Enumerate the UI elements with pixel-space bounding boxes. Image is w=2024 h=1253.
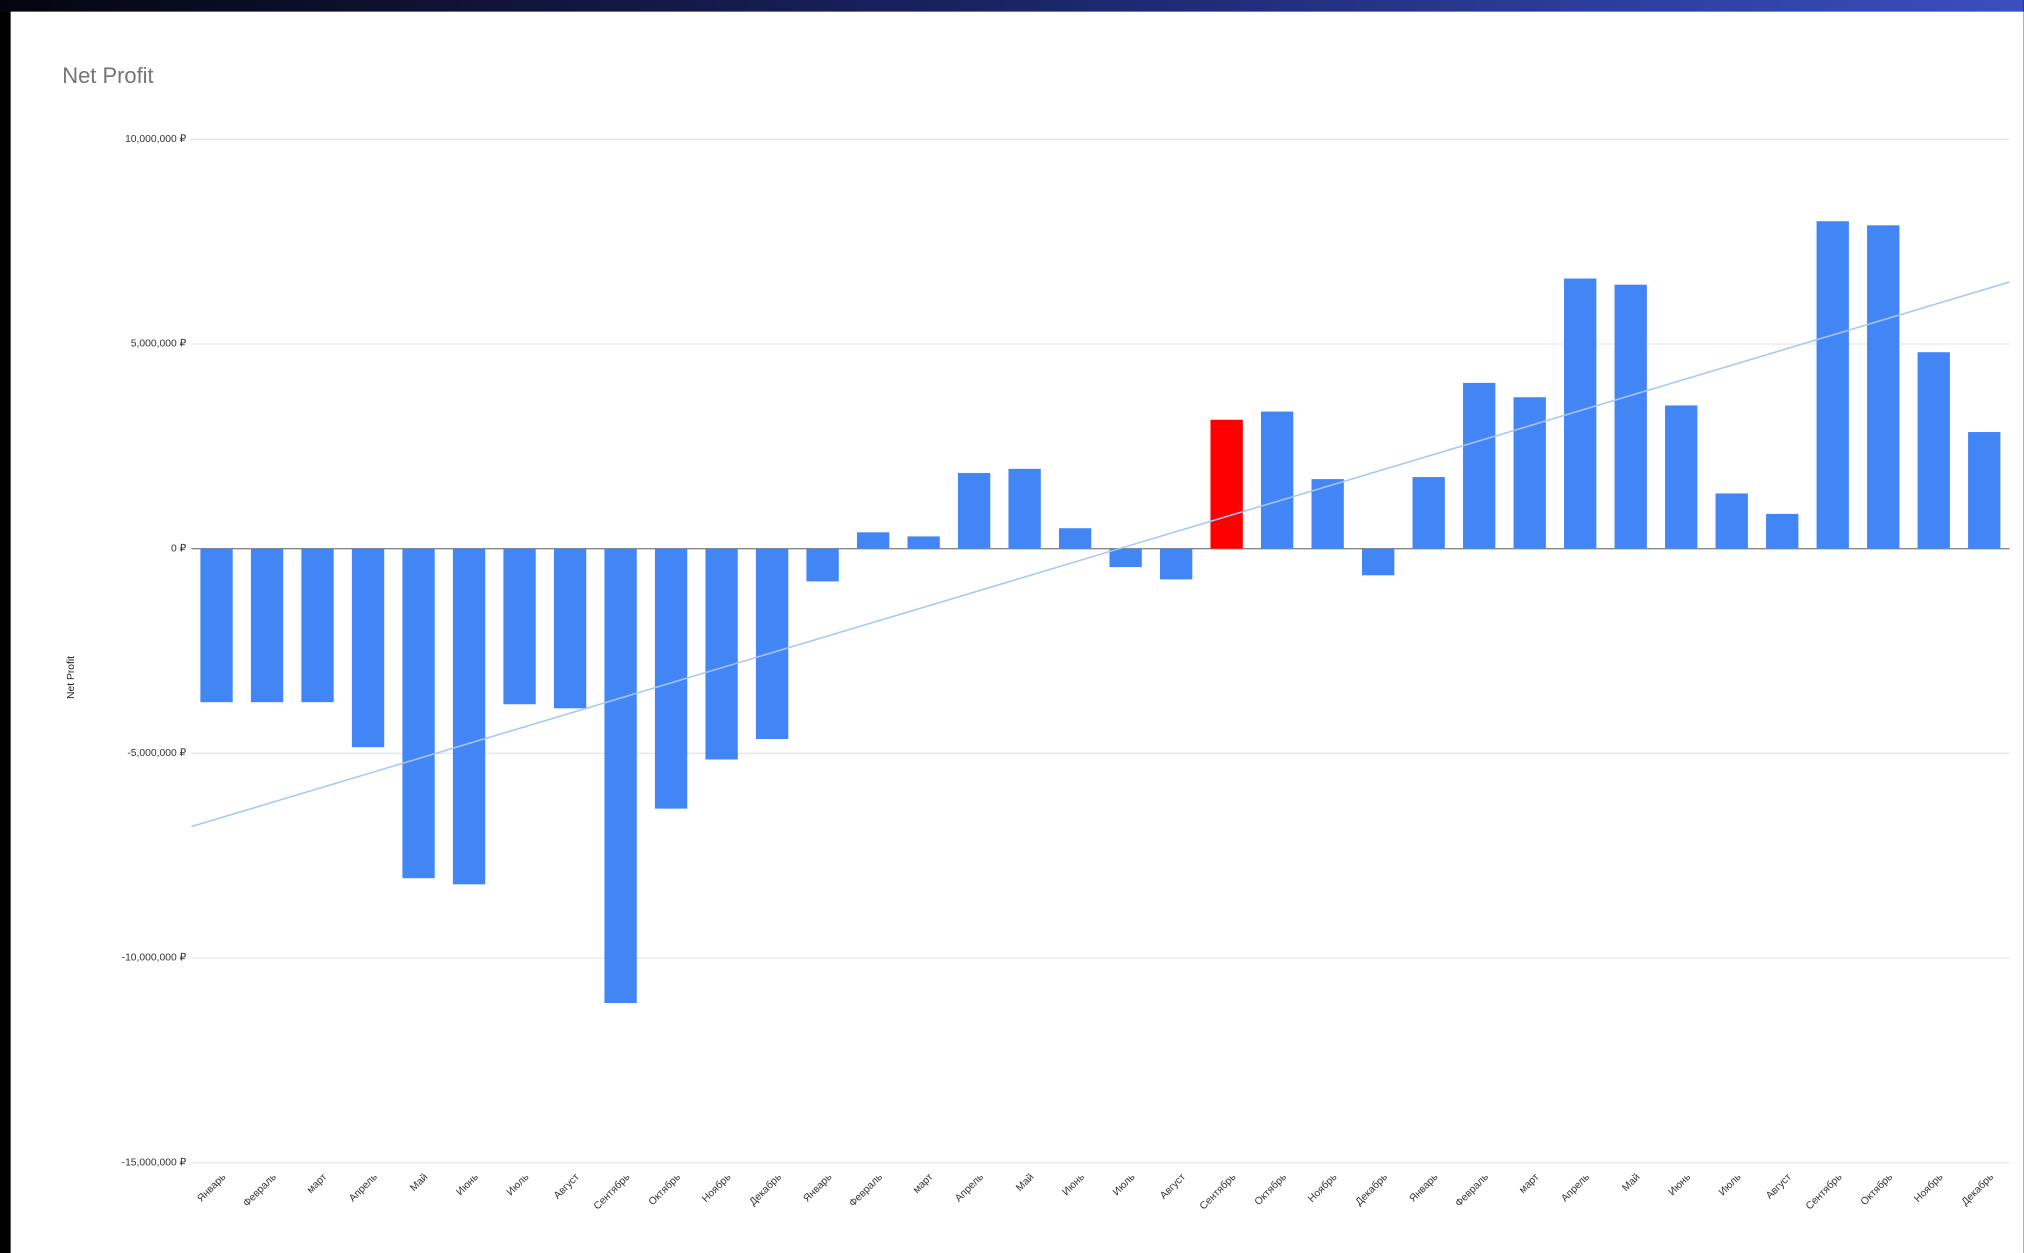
y-tick-label: 0 ₽ xyxy=(171,543,187,554)
bar xyxy=(1614,284,1647,549)
bar xyxy=(301,548,334,703)
bar xyxy=(1968,432,2001,549)
bar xyxy=(1159,548,1193,580)
bar xyxy=(1008,468,1041,549)
bar xyxy=(1210,419,1243,549)
bar xyxy=(200,548,233,703)
y-axis-label: Net Profit xyxy=(66,656,77,699)
bar xyxy=(351,548,385,748)
bar xyxy=(1311,479,1344,549)
top-bar xyxy=(0,0,2024,12)
bar xyxy=(705,548,738,760)
y-tick-label: -15,000,000 ₽ xyxy=(122,1157,187,1168)
bar xyxy=(1867,225,1900,549)
bar xyxy=(1463,382,1496,549)
bar xyxy=(553,548,587,709)
bar xyxy=(654,548,688,809)
bar xyxy=(907,536,940,549)
y-tick-label: 10,000,000 ₽ xyxy=(125,134,186,145)
bar xyxy=(957,472,991,549)
y-tick-label: -10,000,000 ₽ xyxy=(122,953,187,964)
bar xyxy=(1261,411,1294,549)
bar xyxy=(806,548,839,582)
y-tick-label: -5,000,000 ₽ xyxy=(127,748,186,759)
bar xyxy=(503,548,536,705)
bar xyxy=(755,548,789,740)
bar xyxy=(856,532,890,549)
bar xyxy=(1058,528,1092,549)
y-tick-label: 5,000,000 ₽ xyxy=(131,339,187,350)
trendline xyxy=(191,281,2010,828)
bar xyxy=(1917,352,1950,549)
bar xyxy=(604,548,637,1004)
bar xyxy=(1766,513,1799,549)
bar xyxy=(1816,221,1849,549)
chart-title: Net Profit xyxy=(62,63,153,88)
bar xyxy=(1412,477,1445,549)
bar xyxy=(402,548,435,879)
bar xyxy=(1665,405,1698,549)
bar xyxy=(1109,548,1142,568)
bar xyxy=(1715,493,1748,549)
bar xyxy=(250,548,284,703)
chart-background xyxy=(10,11,2024,1253)
bar xyxy=(1362,548,1395,576)
bar xyxy=(452,548,486,885)
bar xyxy=(1513,397,1546,549)
